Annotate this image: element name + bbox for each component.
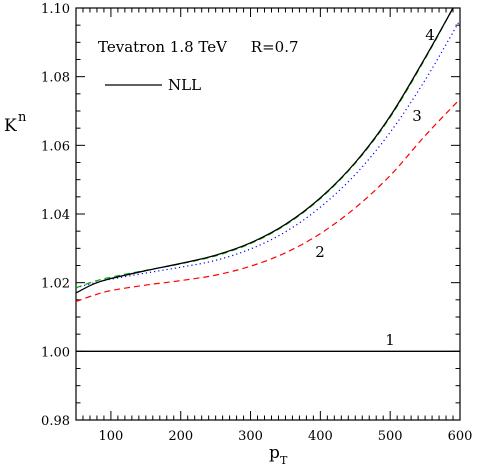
y-tick-label: 0.98 <box>41 414 70 429</box>
y-tick-label: 1.00 <box>41 345 70 360</box>
y-axis-label-main: K <box>4 116 17 136</box>
y-axis-label: K n <box>4 110 27 136</box>
series-line-3 <box>75 19 461 289</box>
curve-label-4: 4 <box>425 26 435 44</box>
y-tick-label: 1.06 <box>41 139 70 154</box>
y-axis-label-sup: n <box>18 110 27 125</box>
plot-frame <box>75 7 461 421</box>
x-tick-label: 500 <box>378 429 403 444</box>
legend-label-nll: NLL <box>168 76 201 94</box>
series-line-4 <box>75 7 454 294</box>
labels-layer: 1 2 3 4 <box>315 26 435 349</box>
axes-layer: 100 200 300 400 500 600 0.98 1.00 1.02 1.04 1.06 1.… <box>41 2 472 444</box>
x-tick-label: 100 <box>98 429 123 444</box>
curve-label-1: 1 <box>385 331 395 349</box>
y-tick-label: 1.02 <box>41 277 70 292</box>
x-tick-label: 300 <box>238 429 263 444</box>
x-tick-label: 600 <box>448 429 473 444</box>
chart-annotation: Tevatron 1.8 TeV R=0.7 <box>98 38 299 56</box>
series-layer <box>75 7 461 352</box>
curve-label-3: 3 <box>412 107 422 125</box>
x-tick-label: 200 <box>168 429 193 444</box>
x-axis-label-main: p <box>269 443 280 463</box>
x-axis-label-sub: T <box>280 454 288 466</box>
y-tick-label: 1.10 <box>41 2 70 17</box>
x-axis-label: p T <box>269 443 288 466</box>
x-tick-label: 400 <box>308 429 333 444</box>
series-line-2 <box>75 98 461 303</box>
y-tick-label: 1.08 <box>41 71 70 86</box>
y-tick-label: 1.04 <box>41 208 70 223</box>
curve-label-2: 2 <box>315 243 325 261</box>
